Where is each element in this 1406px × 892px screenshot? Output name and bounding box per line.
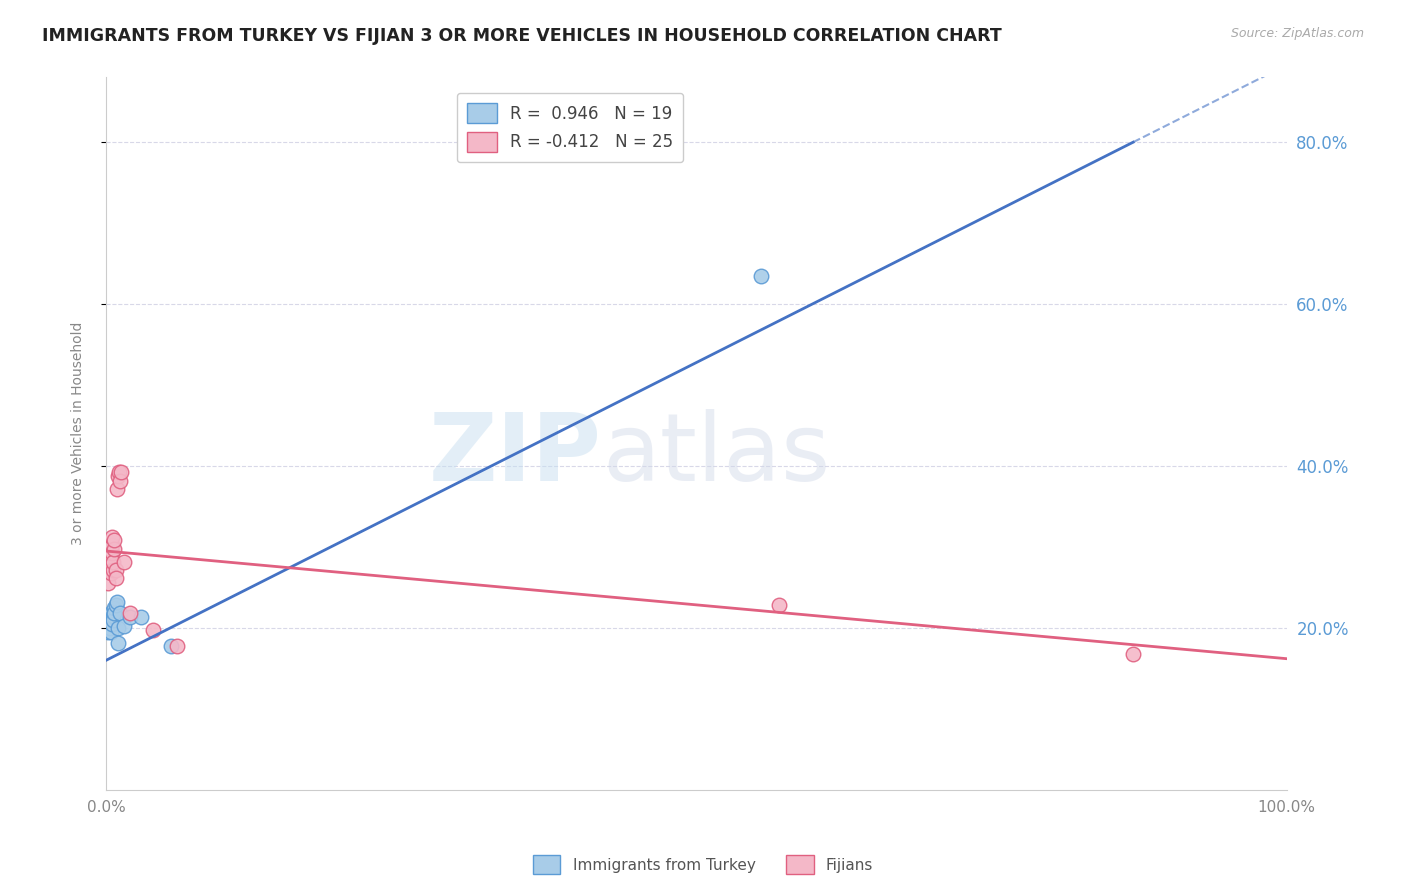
- Point: [768, 599, 790, 613]
- Point: [105, 595, 128, 609]
- Point: [98, 621, 121, 635]
- Point: [100, 558, 122, 572]
- Point: [103, 541, 125, 556]
- Point: [107, 635, 129, 649]
- Point: [108, 466, 131, 480]
- Point: [101, 616, 124, 631]
- Point: [142, 623, 165, 637]
- Point: [101, 563, 124, 577]
- Point: [100, 624, 122, 639]
- Legend: Immigrants from Turkey, Fijians: Immigrants from Turkey, Fijians: [527, 849, 879, 880]
- Point: [112, 555, 135, 569]
- Point: [110, 474, 132, 488]
- Point: [97, 624, 120, 639]
- Point: [101, 608, 124, 623]
- Point: [107, 621, 129, 635]
- Point: [166, 639, 188, 653]
- Point: [104, 563, 127, 577]
- Point: [101, 530, 124, 544]
- Point: [105, 482, 128, 496]
- Point: [118, 607, 141, 621]
- Y-axis label: 3 or more Vehicles in Household: 3 or more Vehicles in Household: [72, 322, 86, 545]
- Point: [100, 566, 122, 580]
- Point: [101, 546, 124, 560]
- Point: [112, 618, 135, 632]
- Legend: R =  0.946   N = 19, R = -0.412   N = 25: R = 0.946 N = 19, R = -0.412 N = 25: [457, 93, 683, 161]
- Text: IMMIGRANTS FROM TURKEY VS FIJIAN 3 OR MORE VEHICLES IN HOUSEHOLD CORRELATION CHA: IMMIGRANTS FROM TURKEY VS FIJIAN 3 OR MO…: [42, 27, 1002, 45]
- Point: [98, 563, 121, 577]
- Text: atlas: atlas: [602, 409, 830, 501]
- Point: [97, 576, 120, 591]
- Point: [101, 605, 124, 619]
- Point: [103, 533, 125, 548]
- Point: [104, 571, 127, 585]
- Point: [107, 468, 129, 483]
- Point: [104, 599, 127, 613]
- Point: [1122, 647, 1144, 661]
- Point: [749, 268, 772, 283]
- Point: [103, 600, 125, 615]
- Text: Source: ZipAtlas.com: Source: ZipAtlas.com: [1230, 27, 1364, 40]
- Text: ZIP: ZIP: [429, 409, 602, 501]
- Point: [98, 555, 121, 569]
- Point: [110, 607, 132, 621]
- Point: [101, 613, 124, 627]
- Point: [103, 607, 125, 621]
- Point: [101, 555, 124, 569]
- Point: [118, 610, 141, 624]
- Point: [160, 639, 183, 653]
- Point: [101, 538, 124, 552]
- Point: [131, 610, 153, 624]
- Point: [110, 466, 132, 480]
